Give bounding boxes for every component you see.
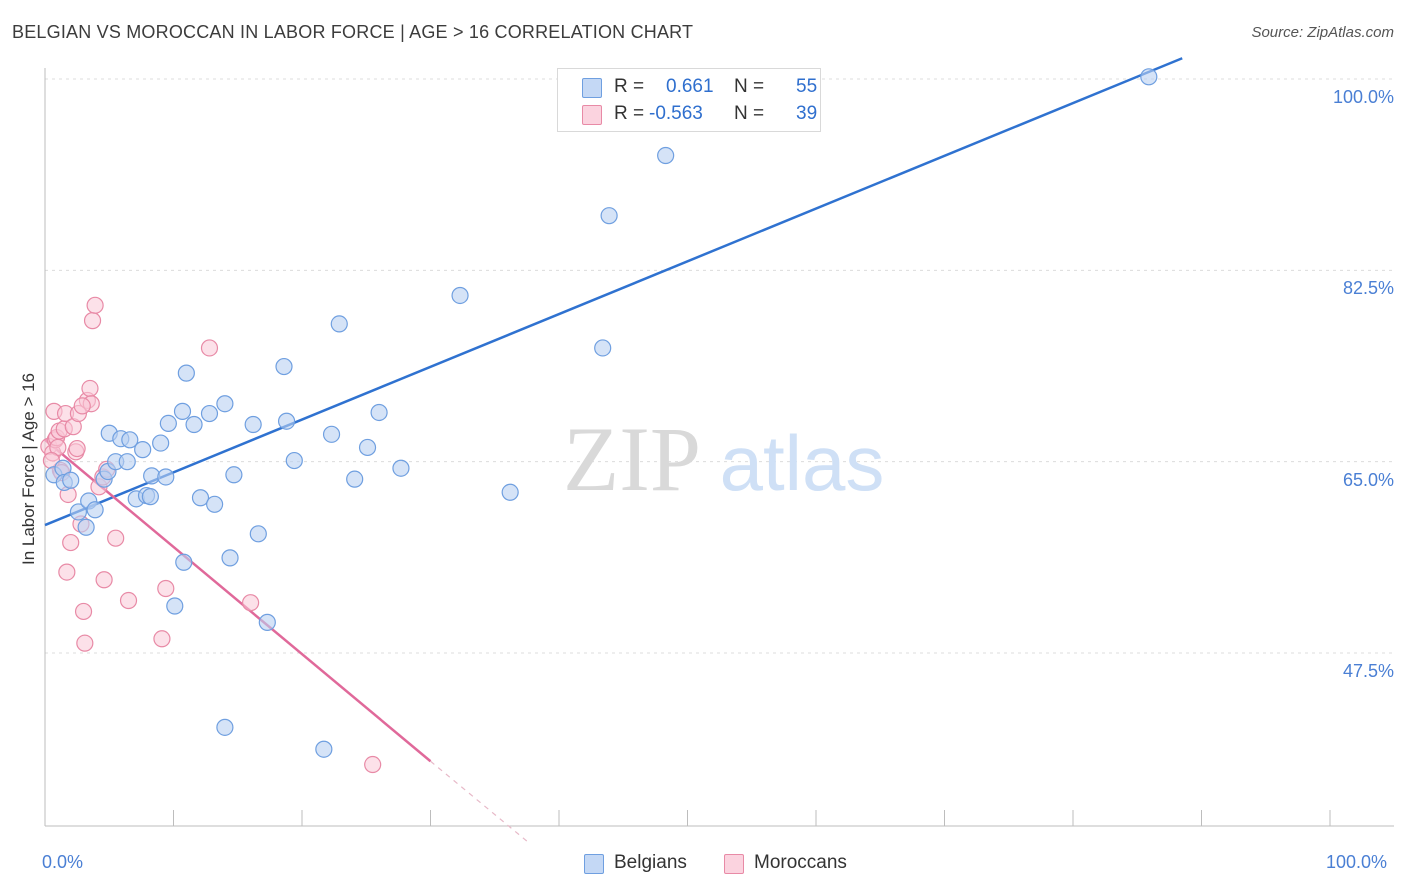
y-tick-label: 82.5% — [1342, 278, 1394, 299]
point-belgians — [322, 425, 341, 443]
trendline-moroccans — [44, 438, 432, 763]
legend-n-value: 55 — [796, 76, 818, 97]
point-belgians — [177, 364, 195, 382]
point-moroccans — [107, 529, 125, 547]
point-belgians — [173, 402, 192, 420]
point-belgians — [451, 286, 469, 305]
point-belgians — [244, 415, 262, 434]
x-tick-label-min: 0.0% — [42, 852, 84, 872]
point-moroccans — [76, 634, 94, 652]
watermark: ZIP atlas — [563, 408, 884, 510]
correlation-legend: R = 0.661 N = 55 R = -0.563 N = 39 — [557, 68, 821, 132]
watermark-zip: ZIP — [563, 408, 701, 510]
point-moroccans — [364, 755, 382, 774]
point-belgians — [157, 468, 175, 486]
point-belgians — [206, 495, 224, 513]
point-moroccans — [81, 379, 99, 398]
point-moroccans — [200, 339, 219, 357]
point-belgians — [118, 453, 136, 471]
legend-r-label: R = — [614, 103, 645, 124]
point-belgians — [330, 315, 348, 333]
bottom-legend-label-moroccans: Moroccans — [754, 852, 847, 873]
point-belgians — [1140, 68, 1158, 86]
point-moroccans — [62, 533, 80, 552]
legend-r-value: 0.661 — [666, 76, 714, 97]
y-tick-label: 100.0% — [1332, 87, 1394, 107]
point-moroccans — [157, 579, 175, 598]
trend-layer — [44, 57, 1183, 844]
bottom-legend-swatch-moroccans — [724, 854, 744, 874]
legend-r-label: R = — [614, 76, 645, 97]
y-axis-label: In Labor Force | Age > 16 — [19, 372, 38, 565]
bottom-legend-swatch-belgians — [584, 854, 604, 874]
point-belgians — [258, 613, 276, 631]
points-layer — [40, 68, 1158, 774]
point-belgians — [134, 441, 152, 459]
point-belgians — [77, 518, 95, 536]
point-moroccans — [153, 630, 171, 648]
point-moroccans — [74, 602, 93, 621]
point-moroccans — [83, 312, 102, 330]
point-belgians — [225, 466, 243, 484]
point-moroccans — [242, 594, 260, 612]
point-belgians — [185, 415, 203, 434]
point-belgians — [62, 471, 80, 489]
point-belgians — [275, 357, 293, 376]
point-belgians — [216, 395, 234, 413]
point-belgians — [392, 459, 410, 477]
point-belgians — [191, 489, 210, 507]
point-belgians — [69, 503, 88, 521]
y-tick-label: 65.0% — [1342, 469, 1394, 490]
watermark-atlas: atlas — [720, 419, 885, 507]
point-moroccans — [58, 563, 76, 581]
point-belgians — [175, 553, 193, 571]
point-moroccans — [68, 439, 86, 458]
y-tick-label: 47.5% — [1342, 661, 1394, 681]
x-tick-label-max: 100.0% — [1326, 852, 1388, 872]
legend-n-label: N = — [734, 76, 765, 97]
point-belgians — [143, 467, 161, 485]
chart-title: BELGIAN VS MOROCCAN IN LABOR FORCE | AGE… — [12, 22, 694, 42]
point-belgians — [221, 549, 239, 567]
point-belgians — [600, 207, 618, 225]
trendline-belgians — [44, 57, 1183, 527]
point-belgians — [86, 501, 104, 519]
point-belgians — [249, 525, 267, 543]
point-belgians — [315, 740, 333, 758]
point-belgians — [370, 403, 388, 422]
chart-source: Source: ZipAtlas.com — [1251, 24, 1394, 41]
point-moroccans — [73, 397, 91, 415]
point-belgians — [121, 431, 139, 449]
point-belgians — [285, 451, 303, 470]
trendline-moroccans-extension — [430, 760, 530, 844]
point-moroccans — [119, 591, 138, 610]
point-belgians — [141, 488, 159, 506]
legend-n-label: N = — [734, 103, 765, 124]
legend-n-value: 39 — [796, 103, 818, 124]
point-belgians — [501, 483, 519, 501]
point-belgians — [346, 470, 364, 488]
grid-layer — [45, 78, 1394, 654]
point-belgians — [657, 146, 675, 165]
point-belgians — [152, 434, 170, 452]
point-moroccans — [95, 571, 113, 589]
legend-r-value: -0.563 — [649, 103, 703, 124]
point-belgians — [200, 404, 219, 423]
axis-layer — [44, 68, 1394, 827]
point-belgians — [216, 718, 234, 736]
legend-swatch-belgians — [582, 78, 602, 98]
point-belgians — [277, 412, 296, 430]
point-moroccans — [86, 296, 104, 314]
bottom-legend-label-belgians: Belgians — [614, 852, 687, 873]
point-belgians — [358, 438, 377, 457]
point-belgians — [594, 339, 612, 357]
point-belgians — [159, 414, 177, 432]
point-belgians — [166, 597, 184, 615]
legend-swatch-moroccans — [582, 105, 602, 125]
